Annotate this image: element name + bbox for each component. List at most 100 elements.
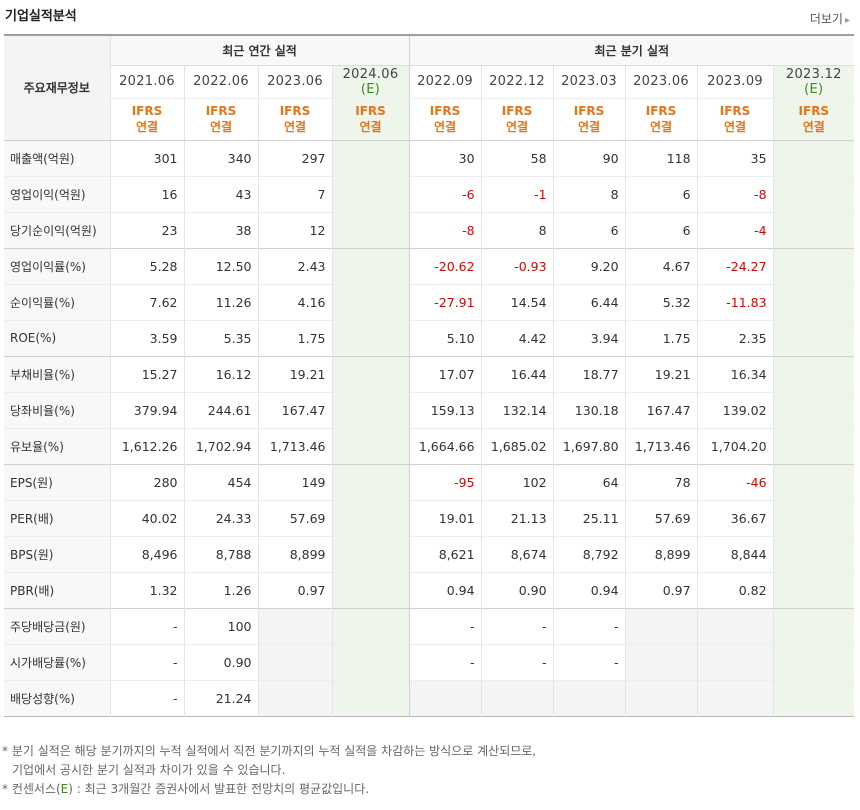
ifrs-label: IFRS	[501, 104, 533, 118]
column-date-header: 2024.06 (E)	[332, 65, 410, 99]
column-date: 2022.06	[193, 74, 249, 89]
table-cell: 43	[184, 176, 259, 212]
table-row: ROE(%) 3.59 5.35 1.75 5.10 4.42 3.94 1.75 2.35	[4, 320, 855, 356]
table-cell	[332, 356, 410, 392]
table-row: 당기순이익(억원) 23 38 12 -8 8 6 6 -4	[4, 212, 855, 248]
table-cell: 167.47	[625, 392, 698, 428]
table-cell: 149	[258, 464, 333, 500]
table-cell	[773, 248, 855, 284]
consolidated-label: 연결	[283, 120, 307, 134]
table-cell	[332, 428, 410, 464]
row-label: PBR(배)	[4, 572, 111, 608]
table-cell	[332, 536, 410, 572]
more-link[interactable]: 더보기 ▸	[810, 10, 850, 27]
table-cell: 3.59	[110, 320, 185, 356]
row-label: 순이익률(%)	[4, 284, 111, 320]
quarter-group-header: 최근 분기 실적	[409, 34, 855, 66]
table-cell	[332, 680, 410, 716]
table-cell: 0.97	[625, 572, 698, 608]
table-cell	[697, 680, 774, 716]
column-basis-header: IFRS 연결	[409, 98, 482, 141]
table-cell: -8	[409, 212, 482, 248]
financial-table: 주요재무정보 최근 연간 실적 최근 분기 실적 2021.06 2022.06 2…	[4, 34, 855, 717]
more-label[interactable]: 더보기	[809, 12, 843, 26]
column-date-header: 2022.09	[409, 65, 482, 99]
table-cell: 1,664.66	[409, 428, 482, 464]
column-date: 2023.09	[707, 74, 763, 89]
ifrs-label: IFRS	[131, 104, 163, 118]
table-cell: -	[409, 644, 482, 680]
footnote-2-estimate-mark: E	[60, 782, 69, 796]
table-cell: 6	[553, 212, 626, 248]
column-date: 2023.03	[561, 74, 617, 89]
table-cell	[773, 320, 855, 356]
table-cell	[773, 212, 855, 248]
column-date-header: 2023.12 (E)	[773, 65, 855, 99]
table-cell: 17.07	[409, 356, 482, 392]
corner-label: 주요재무정보	[4, 34, 111, 141]
column-date-header: 2023.09	[697, 65, 774, 99]
column-basis-header: IFRS 연결	[697, 98, 774, 141]
table-cell: 0.97	[258, 572, 333, 608]
column-date: 2024.06	[342, 66, 399, 82]
consolidated-label: 연결	[578, 120, 601, 134]
column-date: 2022.12	[489, 74, 545, 89]
table-cell	[258, 608, 333, 644]
table-cell	[258, 680, 333, 716]
table-cell	[773, 608, 855, 644]
table-cell: -1	[481, 176, 554, 212]
column-basis-header: IFRS 연결	[110, 98, 185, 141]
column-date-header: 2022.12	[481, 65, 554, 99]
table-cell: 1,704.20	[697, 428, 774, 464]
column-date-header: 2023.06	[258, 65, 333, 99]
table-cell: 4.42	[481, 320, 554, 356]
table-cell: 16.12	[184, 356, 259, 392]
table-cell: 130.18	[553, 392, 626, 428]
table-cell	[773, 392, 855, 428]
table-cell: 30	[409, 140, 482, 176]
column-date-header: 2023.06	[625, 65, 698, 99]
ifrs-label: IFRS	[279, 104, 311, 118]
column-basis-header: IFRS 연결	[625, 98, 698, 141]
row-label: EPS(원)	[4, 464, 111, 500]
table-cell: 1,713.46	[625, 428, 698, 464]
table-cell	[332, 644, 410, 680]
table-cell: 8,788	[184, 536, 259, 572]
table-cell: -46	[697, 464, 774, 500]
table-cell: 1.32	[110, 572, 185, 608]
footnote-2: * 컨센서스(E) : 최근 3개월간 증권사에서 발표한 전망치의 평균값입니…	[2, 780, 536, 799]
table-cell: 2.43	[258, 248, 333, 284]
table-cell: 40.02	[110, 500, 185, 536]
row-label: 시가배당률(%)	[4, 644, 111, 680]
table-cell: -	[553, 608, 626, 644]
table-cell	[332, 176, 410, 212]
consolidated-label: 연결	[359, 120, 382, 134]
table-cell: 0.82	[697, 572, 774, 608]
table-cell	[481, 680, 554, 716]
column-basis-header: IFRS 연결	[481, 98, 554, 141]
table-cell: 23	[110, 212, 185, 248]
consolidated-label: 연결	[434, 120, 457, 134]
table-cell	[332, 140, 410, 176]
row-label: 매출액(억원)	[4, 140, 111, 176]
table-cell: 19.01	[409, 500, 482, 536]
consolidated-label: 연결	[650, 120, 673, 134]
table-cell	[332, 212, 410, 248]
row-label: 영업이익(억원)	[4, 176, 111, 212]
table-cell	[625, 680, 698, 716]
column-date: 2022.09	[417, 74, 473, 89]
table-cell	[773, 428, 855, 464]
footnote-2-prefix: * 컨센서스(	[2, 782, 61, 796]
table-cell	[332, 248, 410, 284]
row-label: 영업이익률(%)	[4, 248, 111, 284]
table-cell: 8,899	[258, 536, 333, 572]
table-cell: 5.28	[110, 248, 185, 284]
consolidated-label: 연결	[802, 120, 825, 134]
table-cell: -0.93	[481, 248, 554, 284]
ifrs-label: IFRS	[205, 104, 237, 118]
table-cell	[625, 644, 698, 680]
table-cell: 102	[481, 464, 554, 500]
table-cell: 0.90	[184, 644, 259, 680]
footnotes: * 분기 실적은 해당 분기까지의 누적 실적에서 직전 분기까지의 누적 실적…	[2, 742, 536, 799]
table-cell	[258, 644, 333, 680]
